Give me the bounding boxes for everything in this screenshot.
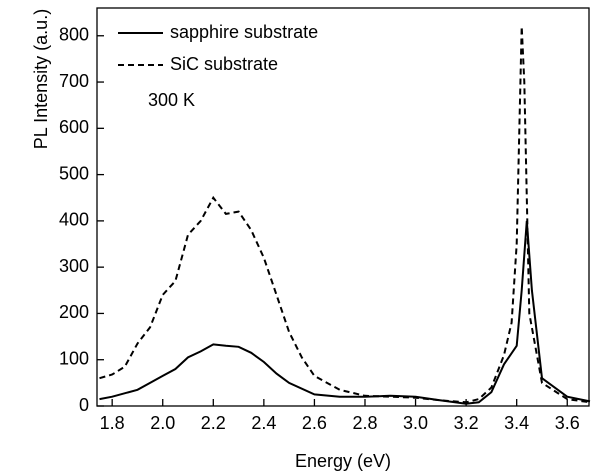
series-line: [99, 220, 591, 405]
y-tick-label: 500: [59, 163, 89, 183]
x-tick-label: 1.8: [100, 413, 125, 433]
y-tick-label: 0: [79, 395, 89, 415]
y-tick-label: 700: [59, 71, 89, 91]
y-tick-label: 400: [59, 210, 89, 230]
legend-label: sapphire substrate: [170, 22, 318, 42]
y-tick-label: 800: [59, 25, 89, 45]
legend-label: SiC substrate: [170, 54, 278, 74]
x-tick-label: 2.6: [302, 413, 327, 433]
y-tick-label: 100: [59, 348, 89, 368]
x-tick-label: 2.4: [251, 413, 276, 433]
y-tick-label: 600: [59, 117, 89, 137]
x-tick-label: 2.0: [150, 413, 175, 433]
y-axis-label: PL Intensity (a.u.): [31, 9, 51, 149]
x-tick-label: 3.6: [555, 413, 580, 433]
y-tick-label: 300: [59, 256, 89, 276]
x-tick-label: 3.0: [403, 413, 428, 433]
series-line: [99, 26, 591, 404]
x-axis-label: Energy (eV): [295, 451, 391, 471]
x-tick-label: 3.2: [454, 413, 479, 433]
x-tick-label: 3.4: [504, 413, 529, 433]
y-tick-label: 200: [59, 302, 89, 322]
x-tick-label: 2.8: [352, 413, 377, 433]
annotation: 300 K: [148, 90, 195, 110]
plot-frame: [96, 7, 590, 407]
x-tick-label: 2.2: [201, 413, 226, 433]
